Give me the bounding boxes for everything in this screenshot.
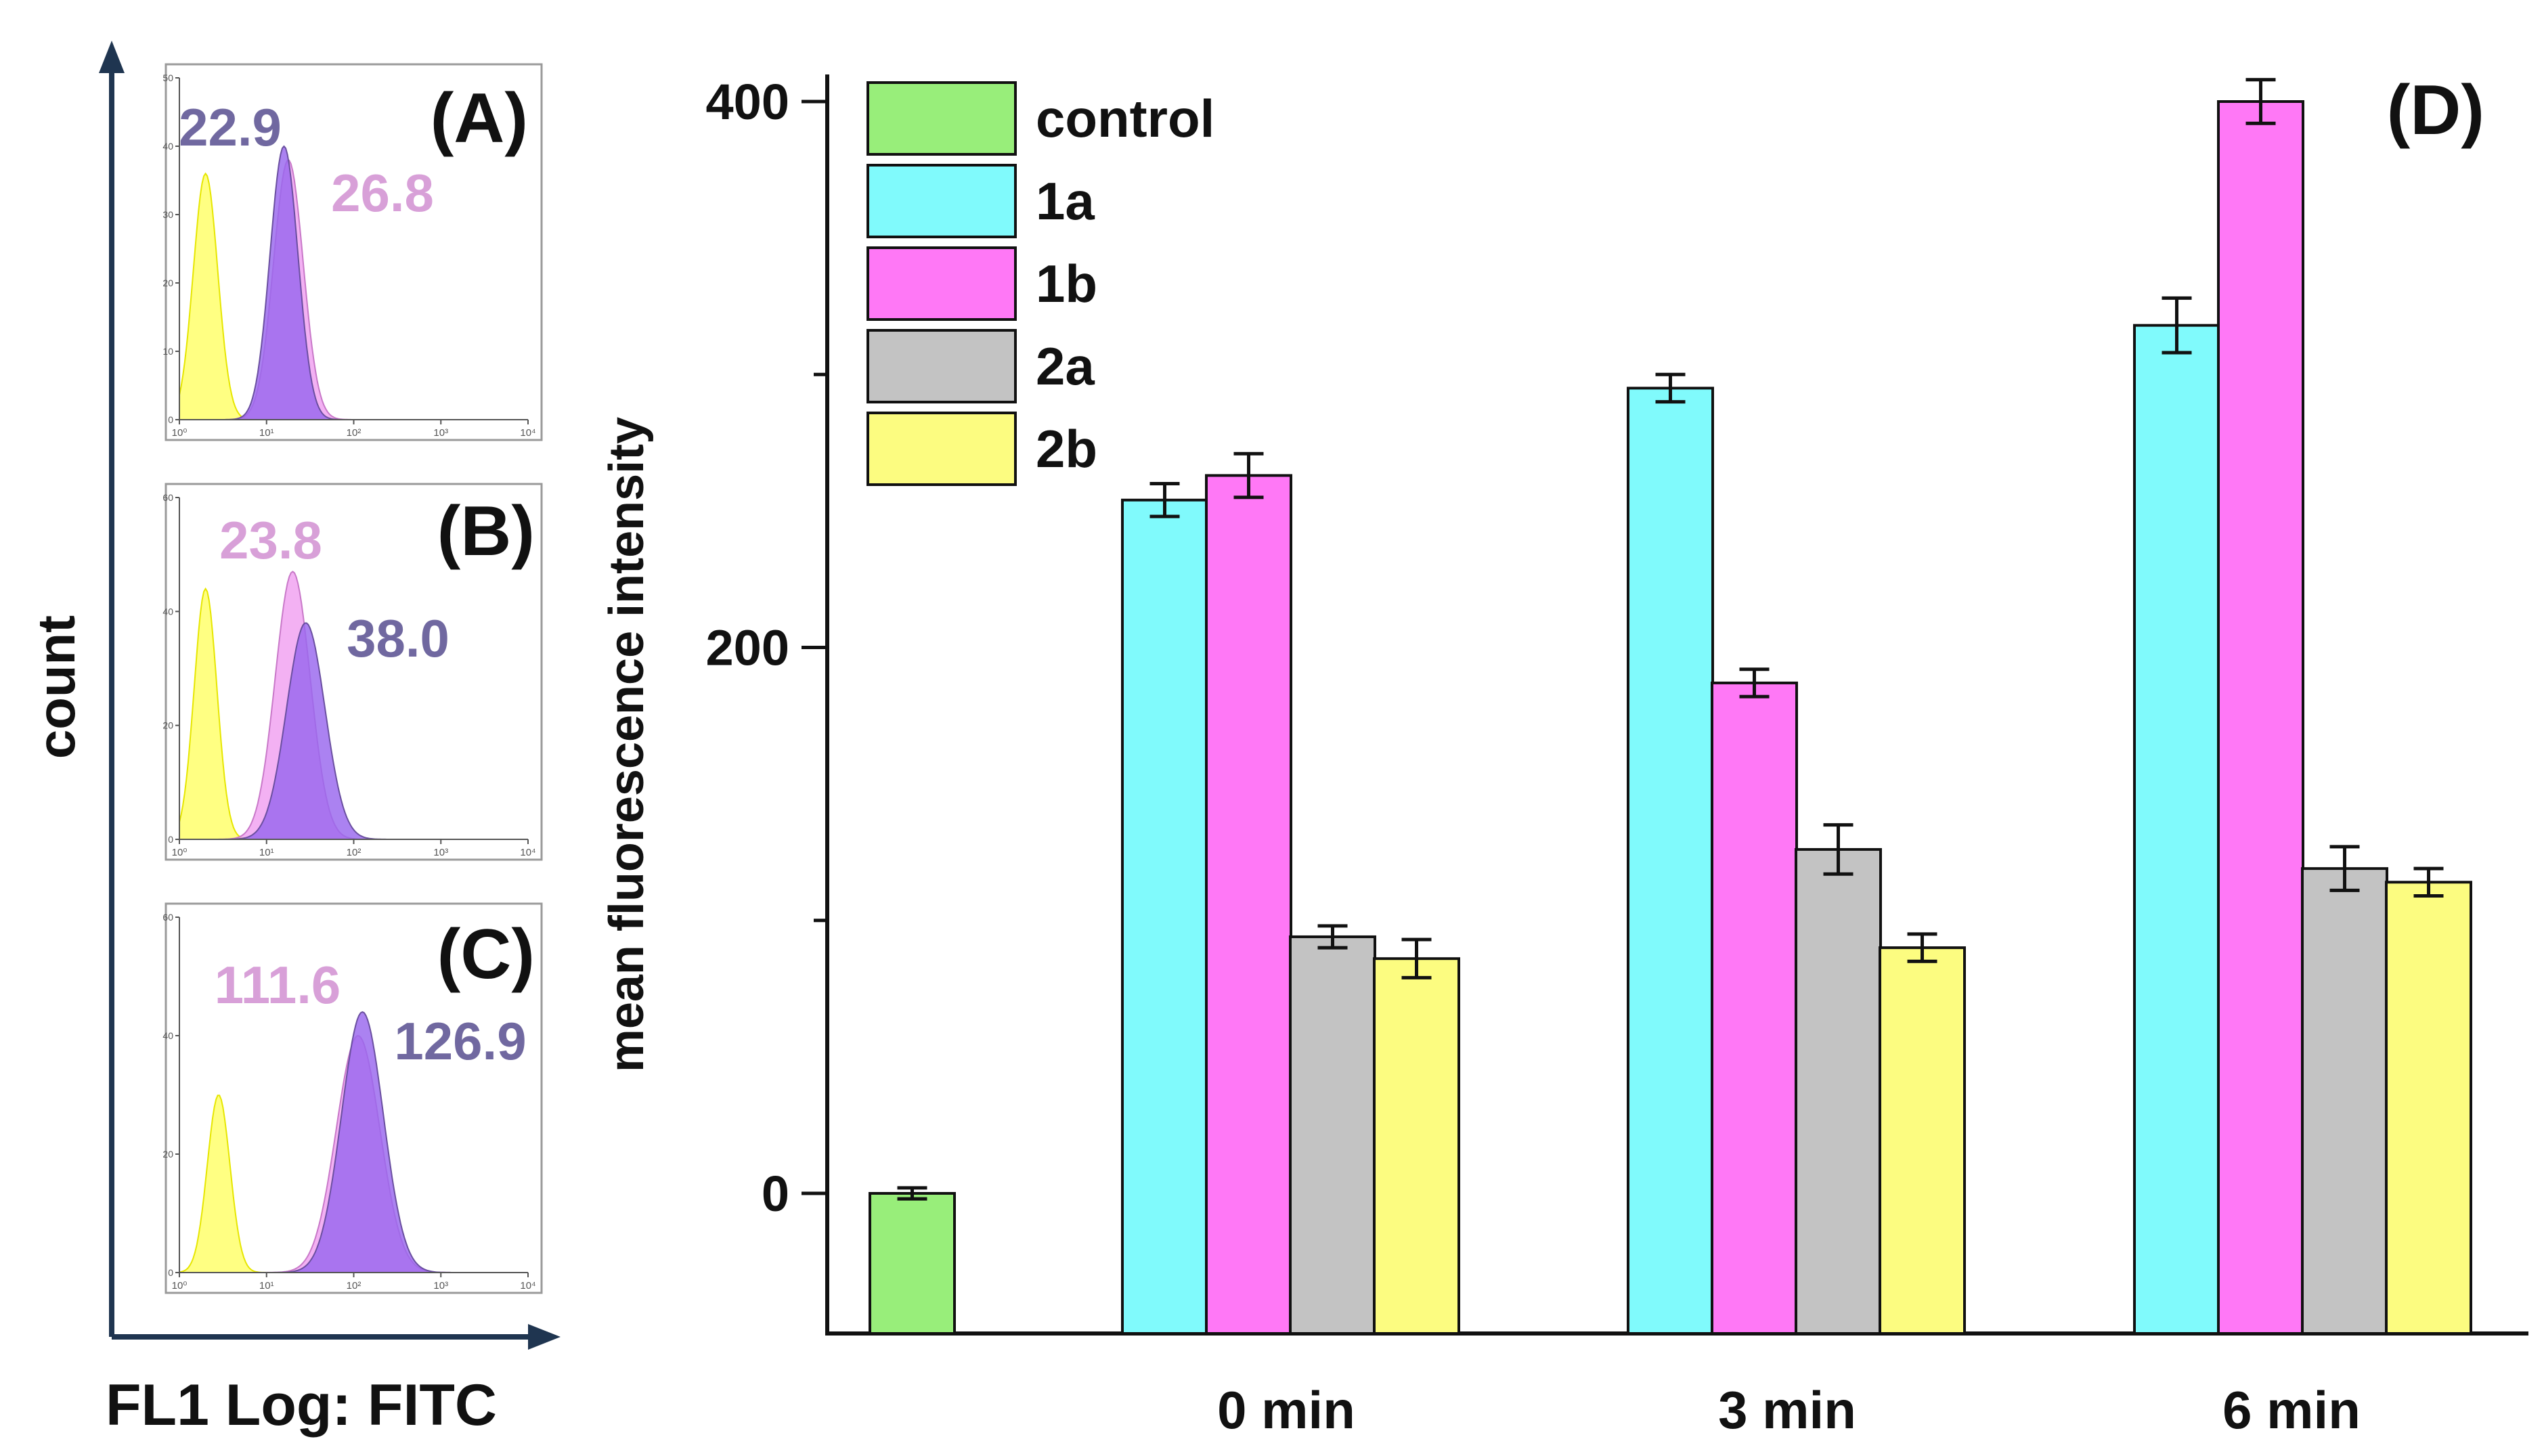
panel-x-tick-label: 10⁰ xyxy=(172,847,188,858)
panel-y-tick-label: 50 xyxy=(162,72,173,83)
legend-label: 1a xyxy=(1036,171,1095,231)
legend-swatch-2a xyxy=(867,329,1017,403)
flow-y-label: count xyxy=(26,615,86,759)
chart-y-tick-label: 0 xyxy=(762,1166,789,1222)
flow-x-arrow-icon xyxy=(528,1324,561,1350)
chart-y-label: mean fluorescence intensity xyxy=(600,417,654,1072)
panel-y-tick-label: 0 xyxy=(168,834,173,845)
chart-y-tick-label: 400 xyxy=(706,74,789,130)
panel-x-tick-label: 10⁰ xyxy=(172,1280,188,1292)
flow-panel-c: 0 20 40 60 10⁰ 10¹ 10² 10³ 10⁴ (C) 111.6 126.9 xyxy=(162,902,543,1294)
panel-x-tick-label: 10⁴ xyxy=(520,847,535,858)
flow-panel-label: (B) xyxy=(437,492,535,571)
flow-mean-value: 38.0 xyxy=(347,609,449,668)
legend-swatch-2b xyxy=(867,412,1017,486)
flow-panel-b: 0 20 40 60 10⁰ 10¹ 10² 10³ 10⁴ (B) 23.8 38.0 xyxy=(162,483,543,861)
panel-x-tick-label: 10⁰ xyxy=(172,427,188,439)
panel-y-tick-label: 40 xyxy=(162,1030,173,1041)
flow-panel-a: 0 10 20 30 40 50 10⁰ 10¹ 10² 10³ 10⁴ (A) 22.9 26.8 xyxy=(162,63,543,441)
bar-2b-6-min xyxy=(2385,881,2472,1336)
bar-1a-0-min xyxy=(1121,498,1208,1335)
bar-chart-panel-d: 0 200 400 0 min 3 min 6 min control 1a 1b 2a 2b (… xyxy=(600,71,2528,1440)
legend-label: 1b xyxy=(1036,254,1097,313)
legend-label: 2a xyxy=(1036,336,1095,396)
panel-x-tick-label: 10⁴ xyxy=(520,1280,535,1292)
chart-x-tick-label: 0 min xyxy=(1217,1380,1355,1440)
panel-y-tick-label: 60 xyxy=(162,492,173,503)
flow-mean-value: 23.8 xyxy=(219,510,322,570)
legend-label: control xyxy=(1036,89,1214,148)
flow-panel-label: (A) xyxy=(431,79,528,158)
bar-2a-3-min xyxy=(1795,847,1882,1335)
flow-mean-value: 22.9 xyxy=(179,97,282,157)
flow-x-label: FL1 Log: FITC xyxy=(106,1373,497,1438)
panel-y-tick-label: 10 xyxy=(162,346,173,357)
panel-y-tick-label: 20 xyxy=(162,278,173,288)
legend-label: 2b xyxy=(1036,419,1097,479)
bar-1a-3-min xyxy=(1627,387,1714,1335)
panel-y-tick-label: 40 xyxy=(162,606,173,617)
panel-y-tick-label: 0 xyxy=(168,414,173,425)
panel-x-tick-label: 10¹ xyxy=(259,1280,274,1292)
panel-x-tick-label: 10³ xyxy=(433,1280,448,1292)
bar-1b-0-min xyxy=(1205,474,1292,1335)
bar-1b-6-min xyxy=(2217,100,2304,1335)
flow-mean-value: 26.8 xyxy=(331,163,434,223)
legend: control 1a 1b 2a 2b xyxy=(867,81,1214,486)
panel-x-tick-label: 10² xyxy=(347,847,361,858)
panel-y-tick-label: 20 xyxy=(162,720,173,731)
bar-2a-6-min xyxy=(2301,867,2388,1335)
flow-cytometry-panels: count FL1 Log: FITC 0 10 20 30 40 50 10⁰ 10¹ 10²… xyxy=(26,41,561,1438)
panel-x-tick-label: 10¹ xyxy=(259,427,274,439)
bar-1a-6-min xyxy=(2133,324,2220,1335)
bar-2b-3-min xyxy=(1879,946,1966,1335)
panel-x-tick-label: 10² xyxy=(347,427,361,439)
panel-x-tick-label: 10² xyxy=(347,1280,361,1292)
panel-y-tick-label: 0 xyxy=(168,1267,173,1278)
panel-y-tick-label: 60 xyxy=(162,912,173,923)
chart-x-tick-label: 3 min xyxy=(1718,1380,1856,1440)
bar-control-baseline xyxy=(869,1192,956,1335)
flow-panel-frame xyxy=(165,63,543,441)
bar-1b-3-min xyxy=(1711,681,1798,1335)
flow-panel-label: (C) xyxy=(437,915,535,994)
legend-swatch-1b xyxy=(867,246,1017,321)
flow-y-arrow-icon xyxy=(99,41,125,73)
legend-swatch-1a xyxy=(867,164,1017,238)
chart-y-tick-label: 200 xyxy=(706,620,789,676)
chart-x-tick-label: 6 min xyxy=(2222,1380,2361,1440)
flow-panel-frame xyxy=(165,483,543,861)
panel-y-tick-label: 40 xyxy=(162,141,173,152)
panel-y-tick-label: 20 xyxy=(162,1149,173,1160)
panel-x-tick-label: 10³ xyxy=(433,427,448,439)
flow-mean-value: 111.6 xyxy=(215,955,341,1015)
legend-swatch-control xyxy=(867,81,1017,156)
panel-x-tick-label: 10⁴ xyxy=(520,427,535,439)
flow-mean-value: 126.9 xyxy=(394,1011,526,1071)
panel-x-tick-label: 10¹ xyxy=(259,847,274,858)
chart-panel-label: (D) xyxy=(2387,71,2484,150)
panel-y-tick-label: 30 xyxy=(162,209,173,220)
panel-x-tick-label: 10³ xyxy=(433,847,448,858)
bar-2b-0-min xyxy=(1373,957,1460,1335)
bar-2a-0-min xyxy=(1289,935,1376,1335)
